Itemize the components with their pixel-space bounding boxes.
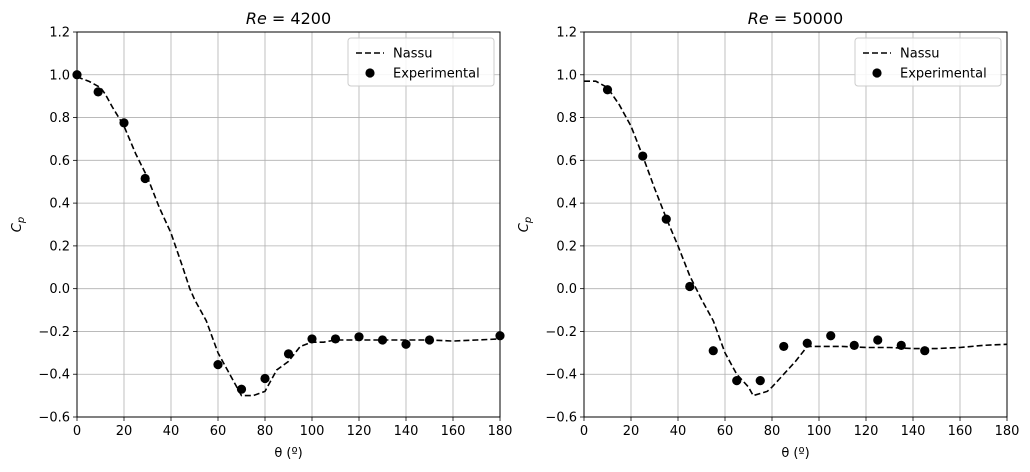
x-tick-label: 80 bbox=[764, 424, 781, 439]
y-tick-label: 1.2 bbox=[556, 26, 577, 41]
chart-title-rest: = 50000 bbox=[769, 9, 843, 28]
x-axis-label: θ (º) bbox=[781, 446, 809, 461]
y-tick-label: −0.6 bbox=[545, 411, 577, 426]
x-tick-label: 180 bbox=[488, 424, 513, 439]
legend-swatch-experimental bbox=[365, 68, 375, 78]
x-axis-label: θ (º) bbox=[274, 446, 302, 461]
data-point-experimental bbox=[140, 173, 150, 184]
data-point-experimental bbox=[896, 340, 906, 350]
data-point-experimental bbox=[424, 335, 435, 345]
data-point-experimental bbox=[307, 334, 317, 344]
data-point-experimental bbox=[602, 85, 613, 95]
y-axis-label: Cp bbox=[517, 217, 534, 232]
y-tick-label: 0.8 bbox=[49, 111, 70, 126]
y-tick-label: 0.2 bbox=[49, 239, 70, 254]
y-tick-label: 1.0 bbox=[556, 68, 577, 83]
x-tick-label: 100 bbox=[300, 424, 325, 439]
x-tick-label: 40 bbox=[163, 424, 180, 439]
data-point-experimental bbox=[260, 373, 270, 384]
x-tick-label: 140 bbox=[901, 424, 926, 439]
y-tick-label: 0.4 bbox=[556, 197, 577, 212]
data-point-experimental bbox=[401, 339, 411, 349]
legend-label-nassu: Nassu bbox=[393, 47, 432, 62]
y-tick-label: −0.4 bbox=[38, 368, 70, 383]
legend-label-experimental: Experimental bbox=[393, 67, 480, 82]
y-tick-label: 0.2 bbox=[556, 239, 577, 254]
data-point-experimental bbox=[920, 346, 930, 356]
y-tick-label: −0.2 bbox=[38, 325, 70, 340]
chart-title-italic: Re bbox=[748, 9, 769, 28]
chart-title-rest: = 4200 bbox=[267, 9, 331, 28]
y-tick-label: −0.4 bbox=[545, 368, 577, 383]
data-point-experimental bbox=[119, 118, 129, 128]
x-tick-label: 120 bbox=[347, 424, 372, 439]
y-tick-label: −0.6 bbox=[38, 411, 70, 426]
legend-label-experimental: Experimental bbox=[900, 67, 987, 82]
legend-label-nassu: Nassu bbox=[900, 47, 939, 62]
x-tick-label: 140 bbox=[394, 424, 419, 439]
y-tick-label: 1.2 bbox=[49, 26, 70, 41]
y-tick-label: −0.2 bbox=[545, 325, 577, 340]
legend-swatch-experimental bbox=[872, 68, 882, 78]
data-point-experimental bbox=[283, 349, 294, 359]
x-tick-label: 180 bbox=[995, 424, 1020, 439]
x-tick-label: 60 bbox=[717, 424, 734, 439]
x-tick-label: 40 bbox=[670, 424, 687, 439]
x-tick-label: 20 bbox=[116, 424, 133, 439]
y-tick-label: 0.0 bbox=[556, 282, 577, 297]
y-tick-label: 0.8 bbox=[556, 111, 577, 126]
y-tick-label: 0.6 bbox=[556, 154, 577, 169]
chart-title: Re = 4200 bbox=[246, 9, 331, 28]
x-tick-label: 160 bbox=[948, 424, 973, 439]
data-point-experimental bbox=[708, 346, 718, 356]
x-tick-label: 0 bbox=[73, 424, 81, 439]
y-tick-label: 0.0 bbox=[49, 282, 70, 297]
data-point-experimental bbox=[685, 281, 695, 292]
legend-box bbox=[854, 37, 1002, 87]
y-axis-label: Cp bbox=[10, 217, 27, 232]
y-tick-label: 1.0 bbox=[49, 68, 70, 83]
data-point-experimental bbox=[826, 331, 836, 341]
chart-panel-re-4200: 0 20 40 60 80 100 120 140 160 180 −0.6 −0.4 −0.2 0.0 0… bbox=[10, 9, 512, 461]
chart-title: Re = 50000 bbox=[748, 9, 843, 28]
x-tick-label: 120 bbox=[854, 424, 879, 439]
data-point-experimental bbox=[330, 334, 341, 344]
data-point-experimental bbox=[661, 214, 671, 224]
data-point-experimental bbox=[779, 341, 789, 352]
chart-title-italic: Re bbox=[246, 9, 267, 28]
data-point-experimental bbox=[236, 384, 247, 394]
data-point-experimental bbox=[93, 87, 103, 97]
y-tick-label: 0.6 bbox=[49, 154, 70, 169]
data-point-experimental bbox=[354, 332, 364, 342]
plot-frame bbox=[76, 31, 501, 418]
data-point-experimental bbox=[755, 376, 765, 386]
plot-frame bbox=[583, 31, 1008, 418]
data-point-experimental bbox=[732, 376, 742, 386]
x-tick-label: 0 bbox=[580, 424, 588, 439]
data-point-experimental bbox=[213, 359, 223, 370]
legend-box bbox=[347, 37, 495, 87]
data-point-experimental bbox=[377, 335, 388, 345]
x-tick-label: 100 bbox=[807, 424, 832, 439]
y-tick-label: 0.4 bbox=[49, 197, 70, 212]
x-tick-label: 80 bbox=[257, 424, 274, 439]
data-point-experimental bbox=[873, 335, 883, 345]
x-tick-label: 160 bbox=[441, 424, 466, 439]
x-tick-label: 20 bbox=[623, 424, 640, 439]
data-point-experimental bbox=[849, 340, 859, 350]
x-tick-label: 60 bbox=[210, 424, 227, 439]
chart-panel-re-50000: 0 20 40 60 80 100 120 140 160 180 −0.6 −0.4 −0.2 0.0 0… bbox=[517, 9, 1019, 461]
data-point-experimental bbox=[802, 338, 812, 348]
data-point-experimental bbox=[638, 151, 648, 161]
